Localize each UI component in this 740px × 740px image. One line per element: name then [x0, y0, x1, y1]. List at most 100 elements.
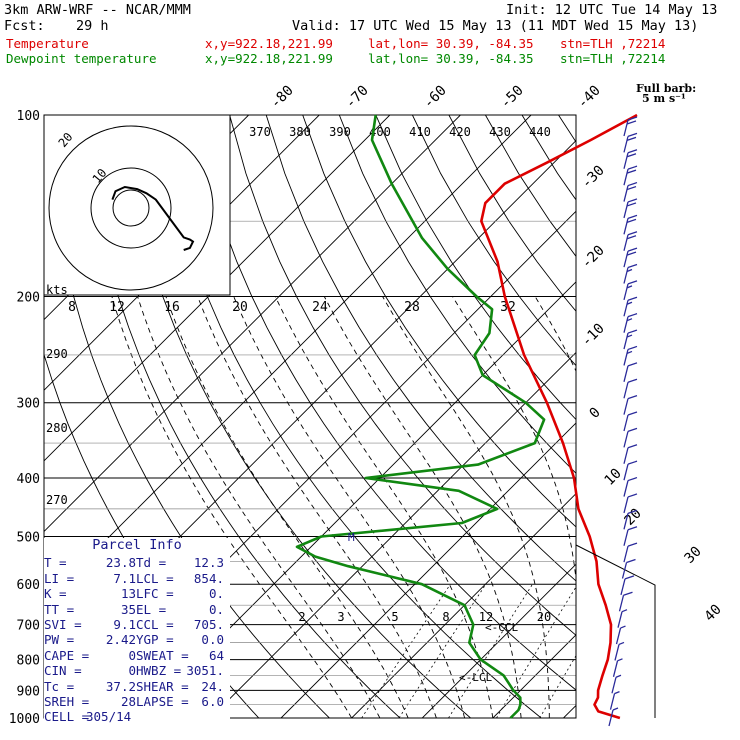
wind-barb-flag — [627, 427, 638, 433]
parcel-key: YGP = — [136, 632, 174, 648]
barb-strip-edge — [575, 544, 656, 718]
parcel-key: CIN = — [44, 663, 82, 679]
wind-barb — [623, 116, 638, 137]
parcel-value: 64 — [208, 647, 224, 663]
hodograph-frame — [43, 114, 231, 296]
parcel-row: TT = 35 EL = 0. — [44, 602, 230, 617]
hodograph-ring — [48, 125, 214, 291]
wind-barb-staff — [612, 660, 619, 677]
dry-adiabat-label: 290 — [46, 347, 68, 361]
theta-label: 380 — [289, 125, 311, 139]
pressure-tick-label: 800 — [17, 654, 40, 669]
parcel-key: CAPE = — [44, 647, 90, 663]
wind-barb-staff — [623, 464, 629, 481]
barb-legend-title: Full barb: — [636, 82, 697, 95]
isotherm — [634, 115, 740, 718]
parcel-key: Tc = — [44, 678, 75, 694]
hodograph-ring — [90, 167, 172, 249]
wind-barb-half — [612, 707, 619, 711]
parcel-value: 7.1 — [113, 570, 136, 586]
parcel-value: 3051. — [186, 663, 224, 679]
dewpoint-profile — [295, 114, 546, 719]
wind-barb-staff — [623, 349, 629, 366]
wind-barb-flag — [627, 394, 638, 400]
isotherm-label: 30 — [682, 544, 705, 567]
valid-time: Valid: 17 UTC Wed 15 May 13 (11 MDT Wed … — [292, 18, 699, 34]
moist-adiabat — [197, 296, 437, 718]
parcel-row: SREH = 28 LAPSE = 6.0 — [44, 694, 230, 709]
wind-barb-half — [614, 691, 620, 695]
wind-barb-flag — [626, 558, 636, 564]
parcel-key: LI = — [44, 570, 75, 586]
theta-label: 430 — [489, 125, 511, 139]
isotherm — [44, 115, 461, 533]
wind-barb-staff — [623, 382, 629, 399]
wind-barb — [621, 558, 636, 579]
wind-barb-flag — [627, 460, 638, 465]
wind-barb — [611, 674, 622, 694]
hodograph-speed-label: 16 — [164, 300, 180, 315]
wind-barb-flag — [627, 231, 638, 236]
wind-barb — [612, 658, 623, 677]
wind-barb-staff — [623, 365, 629, 382]
wind-barb — [623, 149, 638, 169]
wind-barb-half — [626, 301, 633, 305]
wind-barb-staff — [623, 513, 629, 530]
wind-barb-half — [621, 609, 628, 613]
forecast-label: Fcst: — [4, 18, 45, 34]
legend-dewpoint: Dewpoint temperature — [6, 51, 157, 66]
parcel-key: LAPSE = — [136, 694, 189, 710]
wind-barb — [614, 641, 625, 661]
pressure-tick-label: 300 — [17, 397, 40, 412]
wind-barb-flag — [627, 526, 638, 531]
parcel-value: 35 — [120, 601, 136, 617]
mixing-ratio-line — [361, 583, 451, 718]
parcel-value: 9.1 — [113, 617, 136, 633]
wind-barb-half — [620, 625, 626, 629]
isotherm — [210, 351, 576, 718]
isotherm — [139, 281, 576, 718]
isotherm — [44, 115, 391, 462]
hodograph-ring — [112, 189, 150, 227]
wind-barb — [623, 362, 638, 382]
dry-adiabat — [375, 115, 576, 421]
wind-barb-staff — [614, 644, 620, 661]
parcel-value: 305/14 — [86, 709, 132, 725]
isotherm-label: -60 — [421, 83, 450, 112]
isotherm — [705, 115, 740, 718]
theta-label: 440 — [529, 125, 551, 139]
wind-barb-staff — [623, 136, 629, 153]
isotherm-label: -30 — [579, 163, 608, 192]
dry-adiabat — [632, 115, 740, 718]
parcel-value: 13 — [120, 586, 136, 602]
wind-barb — [623, 476, 638, 497]
wind-barb-flag — [626, 153, 637, 158]
pressure-tick-label: 900 — [17, 684, 40, 699]
parcel-key: T = — [44, 555, 67, 571]
dry-adiabat — [302, 115, 576, 528]
isotherm-label: -50 — [498, 83, 527, 112]
wind-barb — [618, 591, 633, 612]
temperature-latlon: lat,lon= 30.39, -84.35 — [368, 36, 534, 51]
wind-barb — [623, 280, 638, 301]
parcel-row: SVI = 9.1 CCL = 705. — [44, 617, 230, 632]
wind-barb-flag — [626, 185, 637, 191]
parcel-marker: M — [348, 531, 355, 544]
wind-barb-staff — [615, 627, 622, 645]
parcel-key: EL = — [136, 601, 167, 617]
isotherm — [421, 563, 576, 718]
hodograph-speed-label: 20 — [232, 300, 248, 315]
isotherm-label: 10 — [602, 466, 625, 489]
wind-barb — [623, 214, 638, 235]
pressure-tick-label: 400 — [17, 472, 40, 487]
wind-barb-flag — [627, 313, 638, 318]
dry-adiabat — [521, 115, 576, 201]
wind-barb-staff — [623, 447, 629, 464]
mixing-ratio-label: 20 — [537, 610, 551, 624]
wind-barb-half — [618, 641, 625, 646]
wind-barb — [617, 609, 628, 628]
parcel-row: PW = 2.42 YGP = 0.0 — [44, 632, 230, 647]
isotherm — [563, 704, 576, 718]
parcel-row: Tc = 37.2 SHEAR = 24. — [44, 679, 230, 694]
